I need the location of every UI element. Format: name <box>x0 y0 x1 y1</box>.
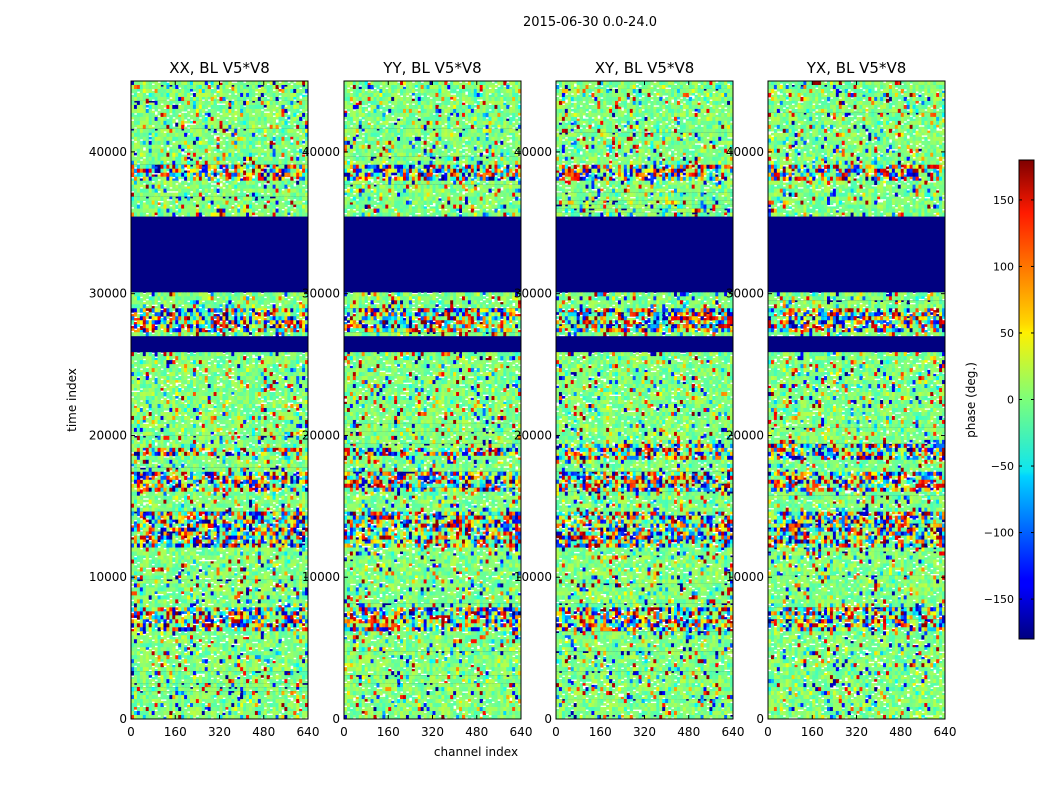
panel-title: XX, BL V5*V8 <box>169 59 270 77</box>
figure-suptitle: 2015-06-30 0.0-24.0 <box>523 15 657 30</box>
y-tick-label: 40000 <box>302 145 340 159</box>
heatmap-cells <box>344 81 521 719</box>
y-axis-label: time index <box>65 368 79 432</box>
x-tick-label: 480 <box>465 725 488 739</box>
y-tick-label: 30000 <box>89 287 127 301</box>
colorbar-tick-label: 150 <box>993 194 1014 207</box>
y-tick-label: 30000 <box>514 287 552 301</box>
x-tick-label: 320 <box>845 725 868 739</box>
heatmap-cells <box>768 81 945 719</box>
colorbar-tick-label: −100 <box>984 527 1014 540</box>
x-tick-label: 0 <box>552 725 560 739</box>
y-tick-label: 0 <box>756 712 764 726</box>
colorbar-tick-label: 50 <box>1000 327 1014 340</box>
y-tick-label: 40000 <box>726 145 764 159</box>
x-tick-label: 0 <box>340 725 348 739</box>
x-tick-label: 640 <box>510 725 533 739</box>
colorbar-label: phase (deg.) <box>964 362 978 438</box>
y-tick-label: 20000 <box>89 428 127 442</box>
colorbar-tick-label: −150 <box>984 593 1014 606</box>
colorbar-ticks: −150 −100 −50 0 50 100 150 <box>984 194 1034 606</box>
x-tick-label: 480 <box>889 725 912 739</box>
heatmap-cells <box>131 81 308 719</box>
x-tick-label: 160 <box>801 725 824 739</box>
x-tick-label: 0 <box>764 725 772 739</box>
colorbar: −150 −100 −50 0 50 100 150 phase (deg.) <box>964 159 1035 640</box>
panel-title: YX, BL V5*V8 <box>806 59 907 77</box>
y-tick-label: 0 <box>332 712 340 726</box>
x-tick-label: 320 <box>208 725 231 739</box>
x-tick-label: 640 <box>722 725 745 739</box>
x-tick-label: 480 <box>677 725 700 739</box>
colorbar-tick-label: 0 <box>1007 394 1014 407</box>
x-tick-label: 0 <box>127 725 135 739</box>
panel-title: YY, BL V5*V8 <box>382 59 481 77</box>
x-tick-label: 480 <box>252 725 275 739</box>
x-tick-label: 160 <box>589 725 612 739</box>
x-tick-label: 160 <box>164 725 187 739</box>
panel-xx: XX, BL V5*V8 0 160 320 480 640 0 10000 20000 3000… <box>89 59 320 739</box>
y-tick-label: 30000 <box>302 287 340 301</box>
heatmap-cells <box>556 81 733 719</box>
x-tick-label: 160 <box>377 725 400 739</box>
y-tick-label: 0 <box>544 712 552 726</box>
y-tick-label: 10000 <box>514 570 552 584</box>
x-tick-label: 320 <box>633 725 656 739</box>
panel-xy: XY, BL V5*V8 0 160 320 480 640 0 10000 20000 3000… <box>514 59 745 739</box>
y-tick-label: 20000 <box>514 428 552 442</box>
x-tick-label: 640 <box>297 725 320 739</box>
y-tick-label: 20000 <box>302 428 340 442</box>
panel-title: XY, BL V5*V8 <box>595 59 695 77</box>
colorbar-tick-label: 100 <box>993 260 1014 273</box>
y-tick-label: 10000 <box>89 570 127 584</box>
y-tick-label: 0 <box>119 712 127 726</box>
y-tick-label: 30000 <box>726 287 764 301</box>
x-tick-label: 640 <box>934 725 957 739</box>
y-tick-label: 20000 <box>726 428 764 442</box>
y-tick-label: 10000 <box>302 570 340 584</box>
heatmap-panels: XX, BL V5*V8 0 160 320 480 640 0 10000 20000 3000… <box>89 59 957 739</box>
colorbar-tick-label: −50 <box>991 460 1014 473</box>
y-tick-label: 40000 <box>89 145 127 159</box>
panel-yx: YX, BL V5*V8 0 160 320 480 640 0 10000 20000 3000… <box>726 59 957 739</box>
x-axis-label: channel index <box>434 745 518 759</box>
x-tick-label: 320 <box>421 725 444 739</box>
y-tick-label: 10000 <box>726 570 764 584</box>
y-tick-label: 40000 <box>514 145 552 159</box>
panel-yy: YY, BL V5*V8 0 160 320 480 640 0 10000 20000 3000… <box>302 59 533 739</box>
